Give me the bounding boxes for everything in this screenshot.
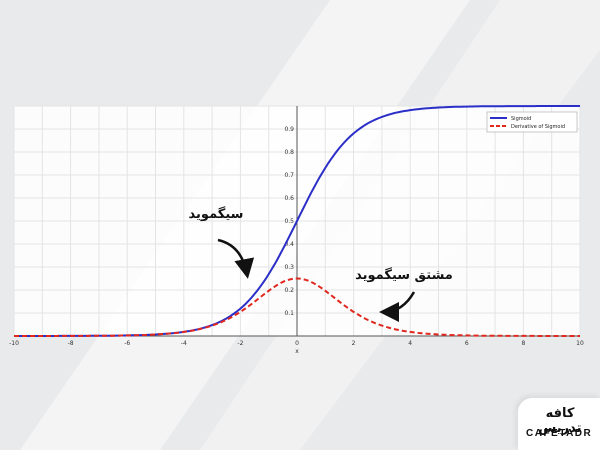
watermark-logo-mark: کافه تدریس [538, 406, 582, 436]
x-tick-label: -2 [237, 340, 243, 347]
x-tick-label: -10 [9, 340, 19, 347]
y-tick-label: 0.8 [284, 149, 294, 156]
y-tick-label: 0.4 [284, 241, 294, 248]
sigmoid-line [14, 105, 580, 337]
x-tick-label: 6 [465, 340, 469, 347]
annotation-sigmoid: سیگموید [189, 206, 255, 279]
y-tick-label: 0.7 [284, 172, 294, 179]
y-tick-label: 0.2 [284, 287, 294, 294]
legend-box [486, 111, 578, 133]
x-tick-label: -4 [181, 340, 187, 347]
x-tick-label: 0 [295, 340, 299, 347]
sigmoid-derivative-line [14, 277, 580, 337]
watermark-logo: کافه تدریس CAFETADR [518, 398, 600, 450]
annotation-derivative: مشتق سیگموید [355, 267, 453, 322]
annotation-derivative-arrow [379, 291, 416, 322]
x-tick-label: 10 [576, 340, 584, 347]
x-axis-label: x [295, 348, 299, 355]
legend-label: Sigmoid [511, 116, 531, 122]
y-tick-label: 0.9 [284, 126, 294, 133]
series-layer [14, 105, 580, 337]
legend: Sigmoid Derivative of Sigmoid [486, 111, 578, 133]
x-tick-label: 4 [408, 340, 412, 347]
annotation-sigmoid-arrow [217, 238, 255, 279]
x-tick-label: 2 [352, 340, 356, 347]
x-tick-label: 8 [521, 340, 525, 347]
annotation-sigmoid-label: سیگموید [189, 206, 244, 222]
x-tick-label: -8 [68, 340, 74, 347]
y-tick-label: 0.6 [284, 195, 294, 202]
y-tick-label: 0.5 [284, 218, 294, 225]
watermark-brand-text: CAFETADR [526, 428, 593, 439]
legend-label: Derivative of Sigmoid [511, 124, 565, 130]
y-tick-label: 0.1 [284, 310, 294, 317]
annotation-derivative-label: مشتق سیگموید [355, 267, 453, 283]
x-tick-label: -6 [124, 340, 130, 347]
y-tick-label: 0.3 [284, 264, 294, 271]
